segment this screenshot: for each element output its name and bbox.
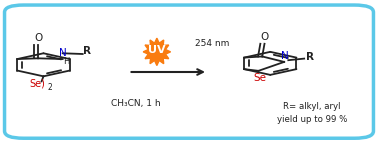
Text: O: O [261,32,269,42]
Text: R: R [306,52,314,62]
Text: N: N [281,51,289,61]
Text: Se): Se) [30,78,46,89]
Text: 2: 2 [48,83,52,92]
Text: N: N [59,48,67,58]
Text: 254 nm: 254 nm [195,39,229,48]
FancyBboxPatch shape [5,5,373,138]
Text: H: H [63,57,69,66]
Text: UV: UV [148,45,166,55]
Text: R= alkyl, aryl
yield up to 99 %: R= alkyl, aryl yield up to 99 % [277,102,347,124]
Text: Se: Se [254,73,267,83]
Text: CH₃CN, 1 h: CH₃CN, 1 h [111,99,161,108]
Text: R: R [83,46,91,56]
Text: O: O [34,33,42,43]
Polygon shape [143,38,170,66]
